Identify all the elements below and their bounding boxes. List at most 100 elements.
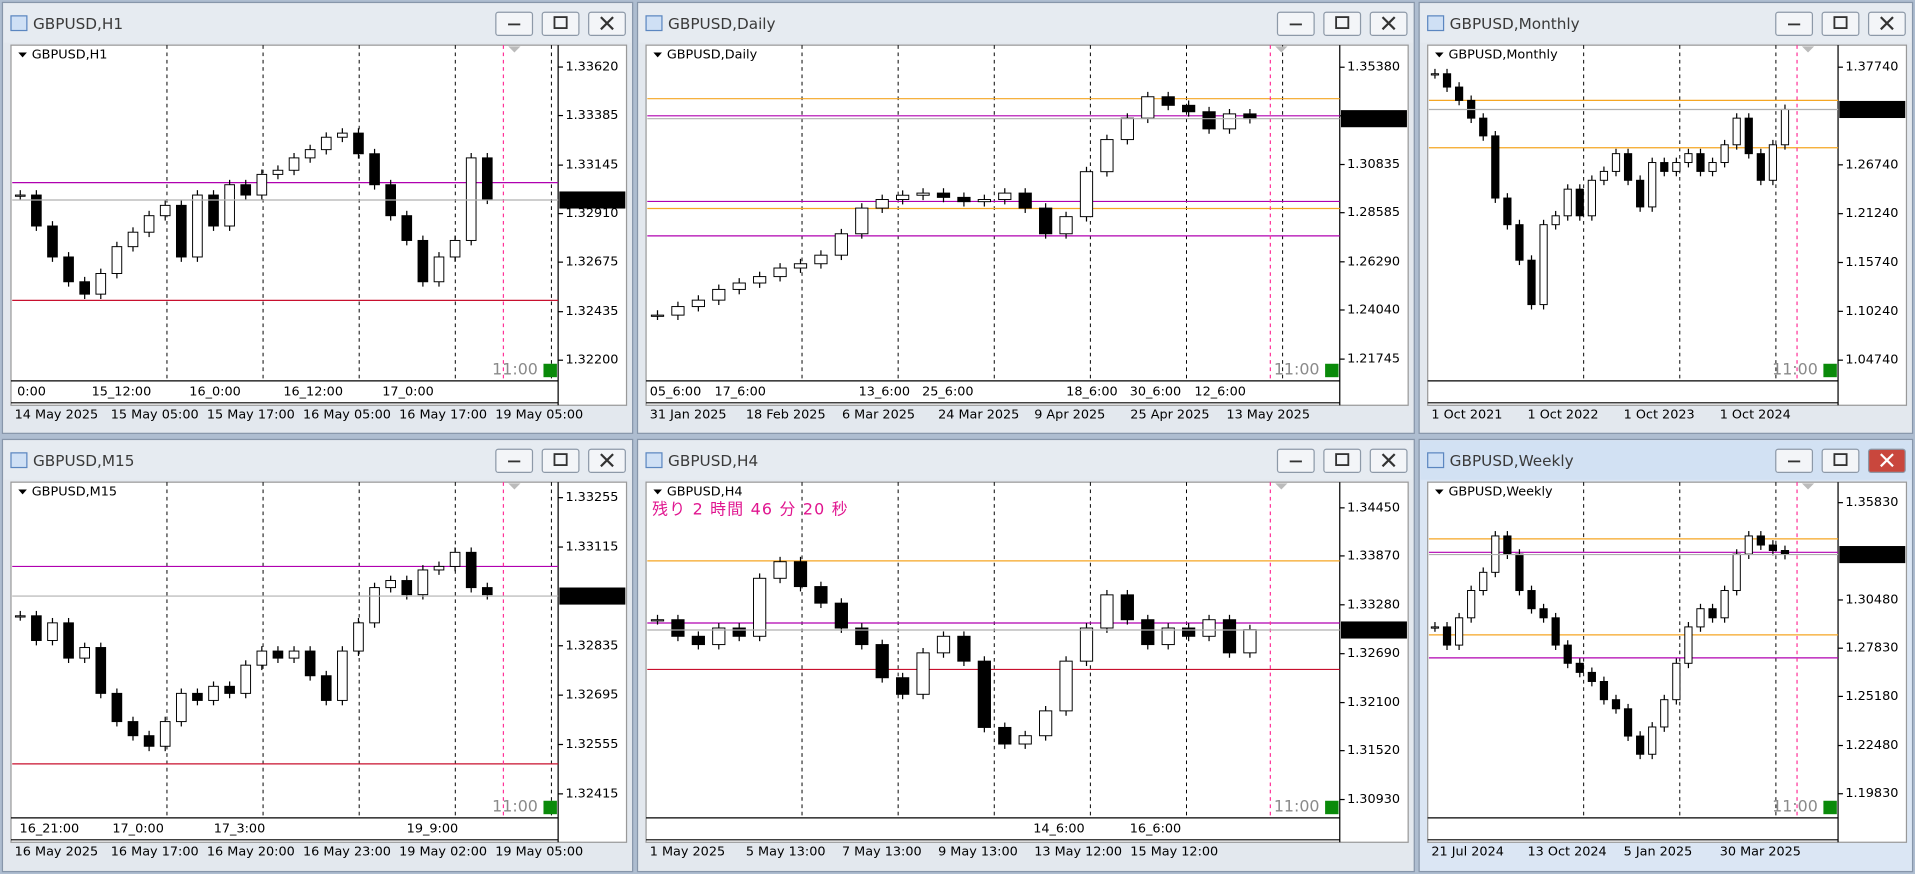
candle (1539, 224, 1548, 306)
date-label: 6 Mar 2025 (842, 408, 915, 423)
price-tick-label: 1.27830 (1845, 641, 1898, 656)
chart-window: GBPUSD,Daily 31 Jan 2025 18 Feb 2025 6 Mar … (636, 1, 1415, 434)
time-strip-label: 18_6:00 (1066, 384, 1117, 399)
candle (143, 215, 155, 233)
candle (1672, 162, 1681, 172)
window-title: GBPUSD,H4 (668, 452, 758, 470)
chart-window: GBPUSD,Weekly 21 Jul 2024 13 Oct 2024 5 Jan… (1418, 438, 1914, 873)
maximize-button[interactable] (1821, 448, 1860, 474)
icon (553, 453, 568, 466)
time-strip-label: 25_6:00 (922, 384, 973, 399)
chart-area (1427, 44, 1908, 406)
candle (753, 577, 767, 637)
candle (481, 587, 493, 596)
candle (208, 194, 219, 227)
collapse-arrow[interactable] (18, 489, 27, 495)
candle (175, 692, 187, 723)
candle (1636, 179, 1645, 208)
candle (320, 136, 332, 151)
candle (1503, 197, 1512, 226)
candle (224, 685, 235, 694)
candle (288, 157, 300, 171)
candle (1623, 153, 1633, 181)
maximize-button[interactable] (541, 448, 580, 474)
candle (481, 157, 493, 200)
chart-label: GBPUSD,H4 (667, 484, 743, 499)
time-strip-label: 13_6:00 (859, 384, 910, 399)
window-icon (10, 452, 28, 469)
candle (1079, 171, 1094, 218)
price-tick-label: 1.32835 (565, 638, 618, 653)
candle (1430, 73, 1440, 76)
candle (1182, 104, 1196, 113)
candle (1515, 224, 1524, 261)
candle (1539, 608, 1548, 619)
date-label: 5 Jan 2025 (1624, 845, 1693, 860)
price-tick-label: 1.33620 (565, 60, 618, 75)
candle (31, 615, 42, 641)
collapse-arrow[interactable] (18, 52, 27, 58)
candle (691, 299, 705, 308)
candle (712, 627, 726, 646)
collapse-arrow[interactable] (1435, 489, 1444, 495)
icon (1833, 453, 1848, 466)
date-label: 21 Jul 2024 (1431, 845, 1504, 860)
candle (1636, 735, 1645, 755)
date-label: 19 May 05:00 (495, 845, 583, 860)
icon (1833, 16, 1848, 29)
candle (896, 194, 910, 201)
candle (834, 233, 848, 256)
candle (753, 276, 767, 284)
candle (127, 231, 139, 248)
trade-indicator (1325, 363, 1339, 378)
candle (1587, 671, 1596, 682)
maximize-button[interactable] (1323, 11, 1362, 37)
maximize-button[interactable] (1821, 11, 1860, 37)
price-tick-label: 1.10240 (1845, 304, 1898, 319)
time-strip-label: 15_12:00 (92, 384, 152, 399)
candle (1684, 626, 1693, 664)
candle (79, 281, 91, 295)
candle (875, 199, 889, 209)
candle (1660, 699, 1669, 728)
candle (650, 619, 665, 622)
candle (977, 199, 991, 203)
candle (240, 664, 252, 694)
candle (1430, 626, 1440, 629)
collapse-arrow[interactable] (653, 489, 662, 495)
date-label: 7 May 13:00 (842, 845, 922, 860)
shift-marker (1801, 46, 1815, 53)
time-strip-label: 19_9:00 (407, 821, 458, 836)
candle (1551, 215, 1560, 226)
icon (1880, 453, 1894, 468)
candle (1243, 113, 1257, 120)
candle (127, 721, 139, 737)
date-label: 18 Feb 2025 (746, 408, 826, 423)
candle (175, 204, 187, 258)
candle (1599, 170, 1609, 181)
candle (1222, 619, 1237, 654)
date-label: 1 Oct 2023 (1624, 408, 1695, 423)
collapse-arrow[interactable] (653, 52, 662, 58)
price-tick-label: 1.32435 (565, 304, 618, 319)
price-tick-label: 1.30835 (1347, 157, 1400, 172)
icon (1381, 453, 1396, 468)
candle (401, 215, 413, 241)
date-label: 24 Mar 2025 (938, 408, 1019, 423)
candle (1059, 660, 1073, 712)
collapse-arrow[interactable] (1435, 52, 1444, 58)
maximize-button[interactable] (1323, 448, 1362, 474)
price-tick-label: 1.33255 (565, 490, 618, 505)
maximize-button[interactable] (541, 11, 580, 37)
icon (553, 16, 568, 29)
price-tick-label: 1.32675 (565, 255, 618, 270)
price-tick-label: 1.31520 (1347, 743, 1400, 758)
price-tick-label: 1.32695 (565, 688, 618, 703)
candle (449, 551, 461, 567)
price-tick-label: 1.33870 (1347, 548, 1400, 563)
date-label: 16 May 17:00 (111, 845, 199, 860)
window-icon (10, 15, 28, 32)
candle (31, 194, 42, 227)
date-label: 1 Oct 2021 (1431, 408, 1502, 423)
